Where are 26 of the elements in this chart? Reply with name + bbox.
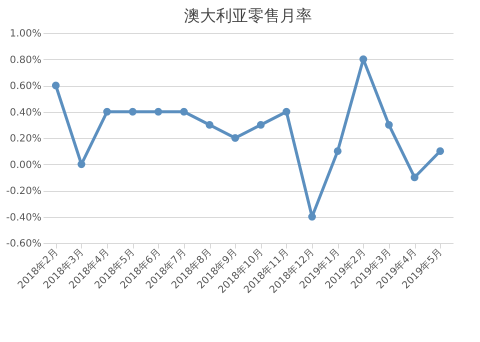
point xyxy=(256,121,265,129)
point xyxy=(231,134,240,142)
y-tick-label: 1.00% xyxy=(10,28,42,40)
point xyxy=(206,121,214,129)
point xyxy=(308,212,316,221)
point xyxy=(78,160,86,168)
y-tick-label: 0.40% xyxy=(10,107,42,118)
point xyxy=(128,108,137,116)
y-tick-label: -0.60% xyxy=(6,238,42,250)
point xyxy=(282,108,290,116)
point xyxy=(103,108,111,116)
point xyxy=(410,174,418,182)
point xyxy=(359,55,368,64)
y-tick-label: -0.20% xyxy=(6,186,42,197)
y-tick-label: 0.00% xyxy=(10,160,42,171)
point xyxy=(180,108,188,116)
y-tick-label: 0.80% xyxy=(10,54,42,66)
point xyxy=(154,108,162,116)
y-tick-label: 0.20% xyxy=(10,134,42,144)
point xyxy=(385,121,393,129)
point xyxy=(334,147,342,155)
y-tick-label: -0.40% xyxy=(6,212,42,224)
point xyxy=(52,82,60,90)
chart-title: 澳大利亚零售月率 xyxy=(184,6,312,25)
point xyxy=(436,147,444,155)
y-tick-label: 0.60% xyxy=(10,81,42,92)
